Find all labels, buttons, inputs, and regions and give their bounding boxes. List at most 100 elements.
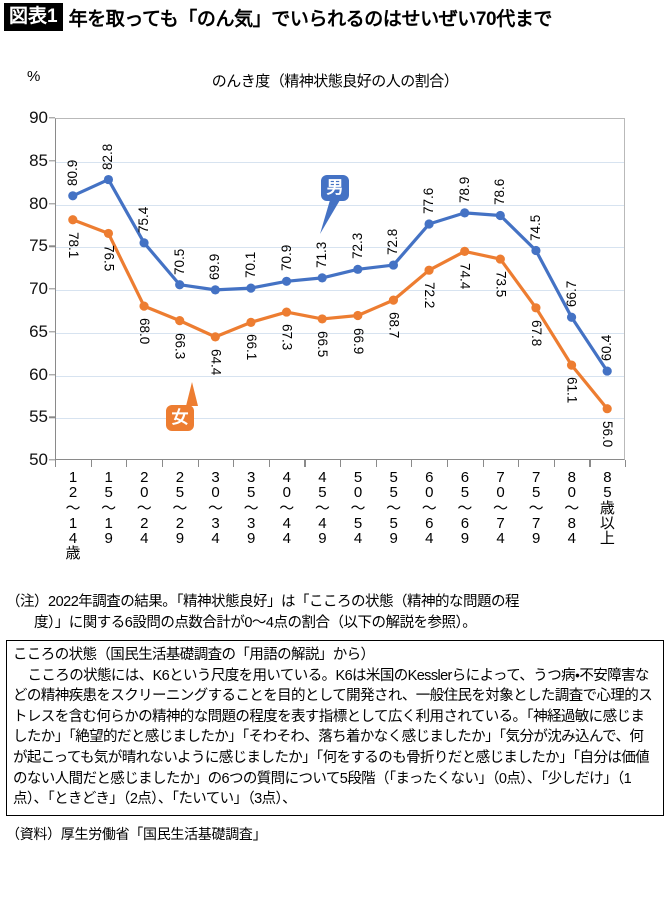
data-point-value-label: 68.7 — [386, 312, 402, 339]
chart-container: % のんき度（精神状態良好の人の割合） 50 55 60 65 70 75 80 85 90 8… — [0, 30, 670, 592]
x-axis-category-label: 1 5 ～ 1 9 — [101, 469, 116, 548]
x-axis-category-label: 1 2 ～ 1 4 歳 — [65, 469, 81, 563]
data-point-value-label: 67.8 — [528, 319, 544, 347]
data-point-value-label: 68.0 — [137, 318, 153, 345]
gridline — [56, 290, 624, 291]
note-line-2: 度）」に関する6設問の点数合計が0～4点の割合（以下の解説を参照）。 — [34, 615, 477, 632]
y-axis-tick-mark — [49, 459, 55, 461]
x-axis-category-label: 4 0 ～ 4 4 — [279, 469, 294, 548]
explanation-box: こころの状態（国民生活基礎調査の「用語の解説」から） こころの状態には、K6とい… — [6, 640, 664, 816]
data-point-value-label: 66.5 — [315, 330, 331, 358]
x-axis-tick-mark — [446, 460, 449, 467]
data-point-value-label: 74.4 — [457, 263, 473, 290]
y-axis-unit-label: % — [27, 68, 41, 85]
figure-number-badge: 図表1 — [4, 3, 63, 31]
x-axis-category-label: 3 5 ～ 3 9 — [243, 469, 259, 548]
note-line-1: （注）2022年調査の結果。「精神状態良好」は「こころの状態（精神的な問題の程 — [6, 594, 520, 610]
legend-label-female: 女 — [166, 405, 194, 431]
gridline — [56, 418, 624, 420]
y-axis-tick-mark — [49, 160, 55, 162]
x-axis-tick-mark — [268, 460, 270, 467]
legend-tail-female-icon — [186, 382, 198, 406]
data-point-value-label: 75.4 — [136, 206, 152, 233]
x-axis-category-label: 6 5 ～ 6 9 — [457, 469, 472, 548]
x-axis-tick-mark — [518, 460, 520, 467]
y-axis-tick-label: 80 — [29, 193, 48, 213]
x-axis-tick-mark — [340, 460, 342, 467]
data-point-value-label: 61.1 — [564, 377, 580, 404]
y-axis-tick-label: 65 — [29, 321, 48, 341]
plot-area — [55, 118, 625, 460]
data-point-value-label: 70.9 — [278, 245, 294, 272]
x-axis-tick-mark — [589, 460, 591, 467]
explanation-body: こころの状態には、K6という尺度を用いている。K6は米国のKesslerらによっ… — [13, 667, 653, 808]
data-point-value-label: 66.7 — [563, 280, 579, 308]
x-axis-tick-mark — [126, 460, 128, 467]
y-axis-tick-label: 60 — [29, 364, 48, 384]
y-axis-tick-label: 75 — [29, 236, 48, 256]
x-axis-category-label: 5 0 ～ 5 4 — [350, 469, 366, 548]
data-point-value-label: 78.9 — [456, 176, 472, 203]
x-axis-tick-mark — [90, 460, 92, 467]
y-axis-tick-label: 85 — [29, 150, 48, 170]
x-axis-tick-mark — [482, 460, 484, 467]
y-axis-tick-mark — [49, 202, 55, 205]
data-point-value-label: 64.4 — [208, 348, 224, 376]
data-point-value-label: 70.1 — [242, 251, 258, 279]
y-axis-tick-mark — [49, 288, 55, 290]
gridline — [56, 161, 624, 163]
page-title: 年を取っても「のん気」でいられるのはせいぜい70代まで — [68, 8, 553, 30]
data-point-value-label: 77.6 — [421, 187, 437, 215]
x-axis-tick-mark — [197, 460, 199, 467]
x-axis-tick-mark — [161, 460, 164, 467]
explanation-heading: こころの状態（国民生活基礎調査の「用語の解説」から） — [13, 647, 375, 664]
y-axis-tick-mark — [49, 416, 55, 418]
data-point-value-label: 66.3 — [172, 332, 188, 359]
x-axis-category-label: 8 0 ～ 8 4 — [564, 469, 579, 548]
gridline — [56, 247, 624, 249]
y-axis-tick-mark — [49, 245, 55, 247]
legend-tail-male-icon — [320, 200, 340, 234]
data-point-value-label: 71.3 — [314, 241, 330, 268]
x-axis-tick-mark — [55, 460, 57, 467]
chart-note: （注）2022年調査の結果。「精神状態良好」は「こころの状態（精神的な問題の程 … — [6, 592, 664, 634]
data-point-value-label: 69.9 — [207, 253, 223, 280]
y-axis-tick-label: 90 — [29, 108, 48, 127]
x-axis-category-label: 7 0 ～ 7 4 — [493, 469, 508, 548]
legend-label-male: 男 — [321, 175, 349, 201]
gridline — [56, 375, 624, 377]
data-point-value-label: 78.1 — [65, 231, 81, 259]
x-axis-tick-mark — [375, 460, 377, 467]
data-point-value-label: 73.5 — [493, 271, 509, 298]
x-axis-tick-mark — [233, 460, 235, 467]
x-axis-tick-mark — [304, 460, 306, 467]
x-axis-category-label: 2 5 ～ 2 9 — [172, 469, 187, 548]
y-axis-tick-mark — [49, 117, 55, 119]
data-point-value-label: 74.5 — [527, 214, 543, 241]
source-credit: （資料）厚生労働省「国民生活基礎調査」 — [6, 825, 267, 842]
data-point-value-label: 72.2 — [422, 282, 438, 309]
data-point-value-label: 82.8 — [100, 143, 116, 170]
x-axis-category-label: 2 0 ～ 2 4 — [136, 469, 152, 548]
data-point-value-label: 56.0 — [600, 420, 616, 447]
x-axis-tick-mark — [411, 460, 413, 467]
data-point-value-label: 72.8 — [385, 228, 401, 256]
y-axis-tick-label: 70 — [29, 279, 48, 298]
x-axis-categories: 1 2 ～ 1 4 歳 1 5 ～ 1 9 2 0 ～ 2 4 2 5 ～ 2 9 3 0 ～ 3 4 3 5 ～ 3 9 4 0 ～ 4 4 4 5 ～ 4… — [55, 470, 625, 590]
chart-subtitle: のんき度（精神状態良好の人の割合） — [211, 73, 459, 90]
x-axis-category-label: 4 5 ～ 4 9 — [314, 469, 330, 548]
figure-title-row: 図表1 年を取っても「のん気」でいられるのはせいぜい70代まで — [0, 0, 670, 31]
y-axis-tick-mark — [49, 331, 55, 333]
y-axis-tick-label: 50 — [29, 450, 48, 469]
x-axis-category-label: 6 0 ～ 6 4 — [421, 469, 437, 548]
x-axis-category-label: 3 0 ～ 3 4 — [208, 469, 223, 548]
data-point-value-label: 76.5 — [101, 245, 117, 272]
x-axis-category-label: 7 5 ～ 7 9 — [528, 469, 544, 548]
y-axis-tick-mark — [49, 373, 55, 376]
data-point-value-label: 80.9 — [64, 159, 80, 186]
data-point-value-label: 78.6 — [492, 179, 508, 206]
data-point-value-label: 60.4 — [599, 334, 615, 362]
data-point-value-label: 72.3 — [349, 233, 365, 260]
data-point-value-label: 66.9 — [350, 327, 366, 354]
